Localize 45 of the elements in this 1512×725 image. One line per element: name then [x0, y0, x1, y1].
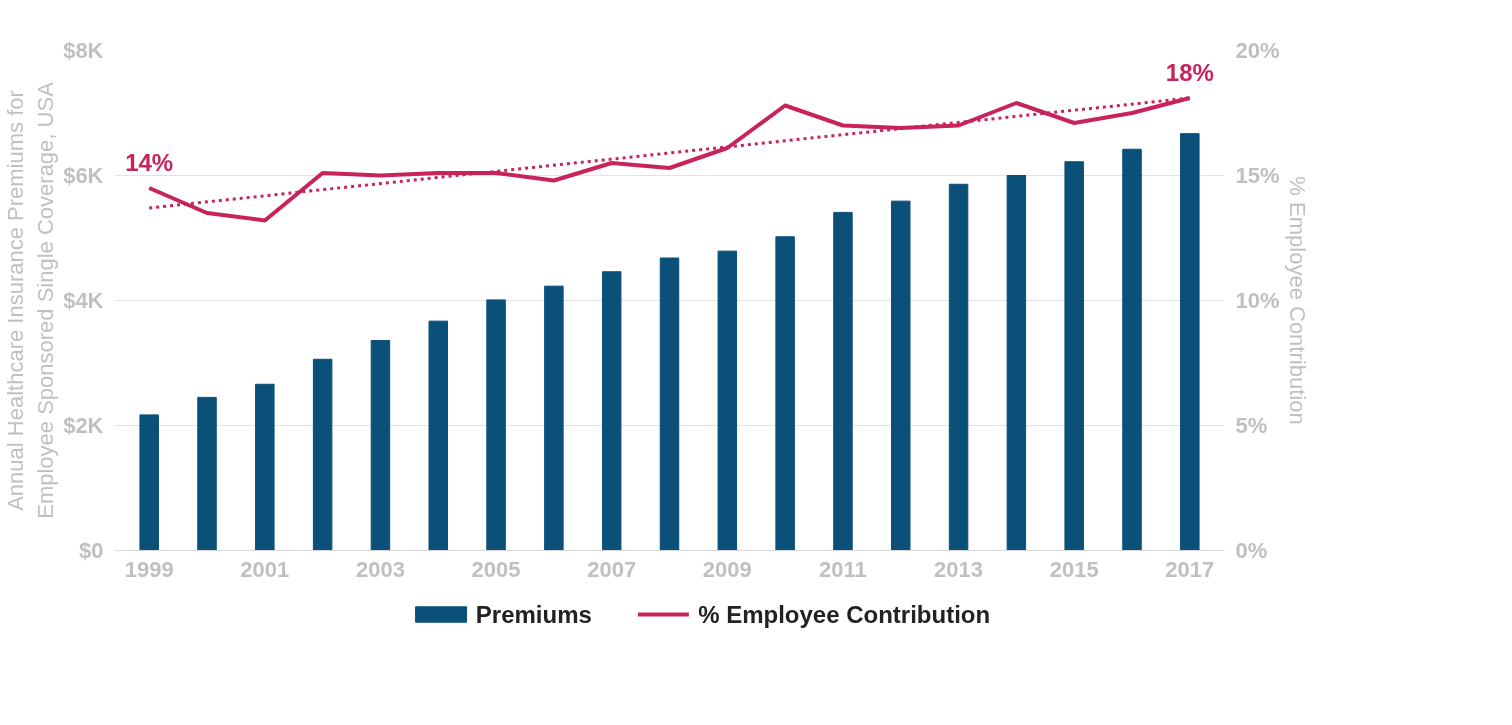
- data-label: 14%: [125, 149, 174, 176]
- y2-tick-label: 0%: [1235, 538, 1268, 563]
- data-label: 18%: [1165, 59, 1214, 86]
- y-tick-label: $8K: [63, 38, 104, 63]
- y-tick-label: $6K: [63, 163, 104, 188]
- x-tick-label: 2017: [1165, 556, 1215, 582]
- x-tick-label: 2015: [1049, 556, 1099, 582]
- y2-tick-label: 10%: [1235, 288, 1280, 313]
- bar: [833, 211, 853, 551]
- bar: [428, 320, 448, 551]
- bar: [139, 414, 159, 551]
- bar: [486, 299, 506, 551]
- x-tick-label: 2003: [355, 556, 405, 582]
- x-tick-label: 2011: [819, 556, 867, 582]
- y-tick-label: $2K: [63, 413, 104, 438]
- x-tick-label: 2009: [702, 556, 752, 582]
- bar: [1064, 161, 1084, 551]
- bar: [601, 271, 622, 551]
- bar: [1006, 175, 1027, 551]
- bar: [1122, 148, 1142, 551]
- legend-label: Premiums: [475, 601, 592, 628]
- x-tick-label: 2013: [934, 556, 984, 582]
- bar: [1180, 133, 1200, 551]
- y2-tick-label: 15%: [1235, 163, 1280, 188]
- bar: [255, 383, 275, 551]
- bar: [312, 358, 333, 551]
- y-tick-label: $4K: [63, 288, 104, 313]
- bar: [891, 200, 911, 551]
- bar: [717, 250, 738, 551]
- legend-label: % Employee Contribution: [698, 601, 991, 628]
- x-tick-label: 2001: [240, 556, 290, 582]
- bar: [948, 183, 969, 551]
- bar: [775, 236, 795, 551]
- y2-tick-label: 5%: [1235, 413, 1268, 438]
- y-axis-title: Annual Healthcare Insurance Premiums for Employee Sponsored Single Coverage, USA: [3, 81, 59, 519]
- bar: [659, 257, 680, 551]
- bar: [544, 285, 564, 551]
- y-tick-label: $0: [79, 538, 104, 563]
- x-tick-label: 2007: [587, 556, 637, 582]
- bar: [370, 340, 391, 551]
- y2-axis-title: % Employee Contribution: [1284, 176, 1310, 425]
- y2-tick-label: 20%: [1235, 38, 1280, 63]
- x-tick-label: 2005: [471, 556, 521, 582]
- bar: [197, 396, 217, 551]
- x-tick-label: 1999: [124, 556, 174, 582]
